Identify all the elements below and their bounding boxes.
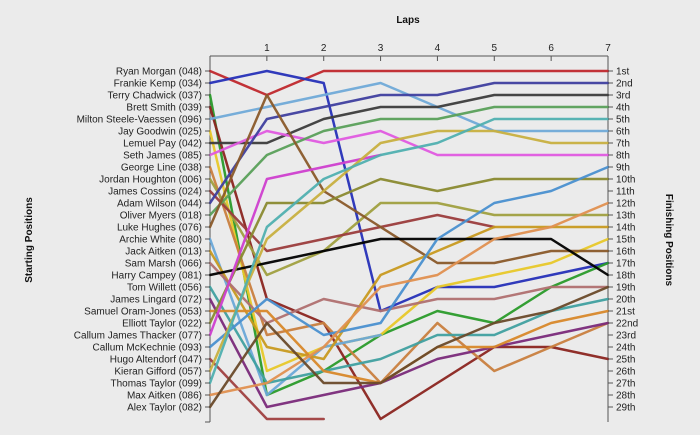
starting-position-label: Callum James Thacker (077) (74, 331, 202, 342)
series-line-28 (208, 201, 610, 397)
y-axis-title-right: Finishing Positions (663, 194, 674, 287)
finishing-position-label: 13th (616, 211, 635, 222)
finishing-position-label: 15th (616, 235, 635, 246)
starting-position-label: Elliott Taylor (022) (122, 319, 202, 330)
series-layer (208, 69, 610, 421)
starting-position-label: Lemuel Pay (042) (123, 139, 202, 150)
starting-position-label: Milton Steele-Vaessen (096) (77, 115, 202, 126)
x-tick-label: 6 (548, 43, 554, 54)
finishing-position-label: 4th (616, 103, 630, 114)
series-line-6 (208, 129, 610, 373)
x-tick-label: 1 (264, 43, 270, 54)
series-line-26 (208, 129, 610, 373)
finishing-position-label: 17th (616, 259, 635, 270)
x-tick-label: 2 (321, 43, 327, 54)
starting-position-label: Jack Aitken (013) (125, 247, 202, 258)
series-line-11 (208, 189, 496, 253)
series-line-3 (208, 93, 610, 397)
series-line-10 (208, 177, 610, 277)
starting-position-label: Oliver Myers (018) (120, 211, 202, 222)
starting-position-label: Brett Smith (039) (126, 103, 202, 114)
finishing-position-label: 3rd (616, 91, 630, 102)
starting-position-label: Alex Taylor (082) (127, 403, 202, 414)
starting-position-label: Terry Chadwick (037) (108, 91, 202, 102)
starting-position-label: Harry Campey (081) (111, 271, 202, 282)
starting-position-label: Jordan Houghton (006) (99, 175, 202, 186)
series-line-2 (208, 69, 610, 313)
series-line-13 (208, 105, 610, 217)
finishing-position-label: 24th (616, 343, 635, 354)
starting-position-label: Max Aitken (086) (127, 391, 202, 402)
starting-position-label: Archie White (080) (119, 235, 202, 246)
finishing-position-label: 2nd (616, 79, 633, 90)
x-axis-title: Laps (396, 15, 420, 26)
starting-position-label: Seth James (085) (123, 151, 202, 162)
finishing-position-label: 23rd (616, 331, 636, 342)
starting-position-label: Samuel Oram-Jones (053) (84, 307, 202, 318)
finishing-position-label: 20th (616, 295, 635, 306)
starting-position-label: Adam Wilson (044) (117, 199, 202, 210)
series-line-16 (208, 225, 610, 361)
finishing-position-label: 18th (616, 271, 635, 282)
finishing-position-label: 22nd (616, 319, 638, 330)
starting-position-label: Hugo Altendorf (047) (110, 355, 202, 366)
starting-position-label: Kieran Gifford (057) (114, 367, 202, 378)
finishing-position-label: 11th (616, 187, 635, 198)
series-line-4 (208, 105, 610, 421)
finishing-position-label: 27th (616, 379, 635, 390)
x-tick-label: 3 (378, 43, 384, 54)
finishing-position-label: 19th (616, 283, 635, 294)
starting-position-label: James Cossins (024) (108, 187, 202, 198)
series-line-23 (208, 153, 382, 337)
finishing-position-label: 12th (616, 199, 635, 210)
y-axis-title-left: Starting Positions (24, 197, 35, 283)
x-tick-label: 5 (492, 43, 498, 54)
series-line-1 (208, 69, 610, 97)
finishing-position-label: 10th (616, 175, 635, 186)
starting-position-label: Ryan Morgan (048) (116, 67, 202, 78)
finishing-position-label: 25th (616, 355, 635, 366)
series-line-18 (208, 237, 610, 277)
x-axis-ticks: 1 2 3 4 5 6 7 (264, 43, 611, 61)
finishing-position-label: 29th (616, 403, 635, 414)
series-line-17 (208, 261, 610, 325)
starting-position-label: Callum McKechnie (093) (93, 343, 203, 354)
series-line-14 (208, 93, 610, 265)
series-line-29 (208, 285, 610, 409)
starting-position-label: Luke Hughes (076) (117, 223, 202, 234)
finishing-position-label: 7th (616, 139, 630, 150)
finishing-position-label: 8th (616, 151, 630, 162)
starting-position-label: Sam Marsh (066) (125, 259, 202, 270)
starting-position-label: Frankie Kemp (034) (114, 79, 202, 90)
starting-position-label: George Line (038) (121, 163, 202, 174)
series-line-19 (208, 285, 610, 385)
series-line-7 (208, 93, 610, 145)
starting-position-label: Thomas Taylor (099) (110, 379, 202, 390)
x-tick-label: 4 (435, 43, 441, 54)
starting-position-label: Jay Goodwin (025) (118, 127, 202, 138)
finishing-position-label: 14th (616, 223, 635, 234)
series-line-22 (208, 177, 610, 325)
finishing-position-label: 5th (616, 115, 630, 126)
series-line-27 (208, 117, 610, 385)
finishing-position-label: 9th (616, 163, 630, 174)
finishing-position-label: 26th (616, 367, 635, 378)
finishing-position-label: 21st (616, 307, 635, 318)
series-line-8 (208, 129, 610, 157)
starting-position-label: James Lingard (072) (110, 295, 202, 306)
finishing-position-label: 16th (616, 247, 635, 258)
series-line-12 (208, 81, 610, 205)
starting-position-label: Tom Willett (056) (127, 283, 202, 294)
finishing-position-label: 6th (616, 127, 630, 138)
finishing-position-label: 28th (616, 391, 635, 402)
series-line-20 (208, 297, 610, 409)
starting-position-labels: Ryan Morgan (048)Frankie Kemp (034)Terry… (74, 67, 210, 423)
x-tick-label: 7 (605, 43, 611, 54)
series-line-15 (208, 237, 382, 397)
finishing-position-label: 1st (616, 67, 630, 78)
finishing-position-labels: 1st2nd3rd4th5th6th7th8th9th10th11th12th1… (608, 67, 638, 414)
